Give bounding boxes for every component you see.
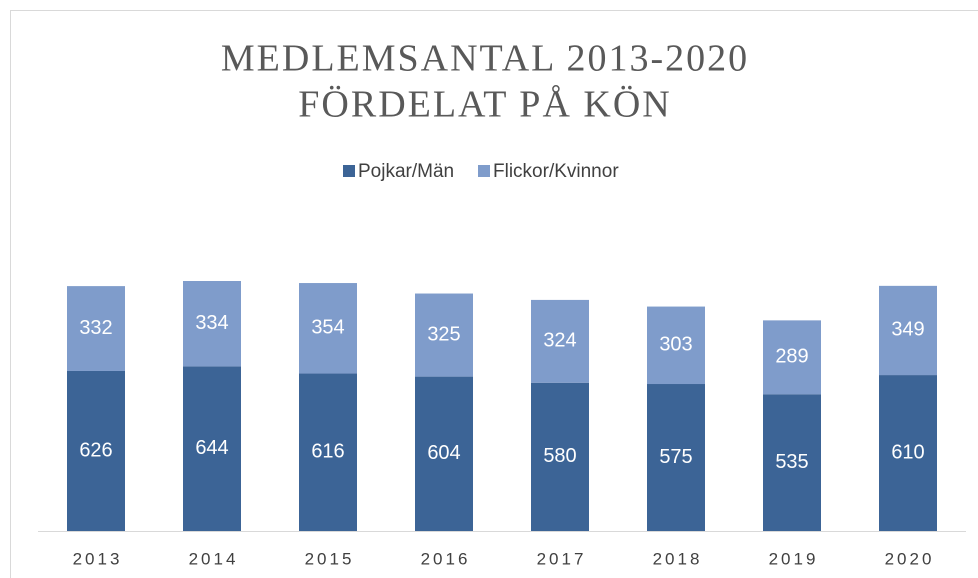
bar-segment (67, 370, 125, 531)
x-tick-label: 2018 (653, 549, 703, 568)
data-label: 626 (79, 439, 112, 461)
data-label: 535 (775, 451, 808, 473)
data-label: 349 (891, 319, 924, 341)
bar-segment (299, 373, 357, 531)
chart-title: MEDLEMSANTAL 2013-2020 (221, 38, 749, 80)
x-tick-label: 2016 (421, 549, 471, 568)
x-tick-label: 2020 (885, 549, 935, 568)
x-tick-label: 2019 (769, 549, 819, 568)
legend-swatch (343, 165, 355, 177)
bar-segment (763, 320, 821, 395)
data-label: 644 (195, 437, 228, 459)
bar-segment (183, 281, 241, 367)
legend-label: Pojkar/Män (358, 161, 454, 182)
chart-title: FÖRDELAT PÅ KÖN (298, 84, 671, 126)
bar-segment (415, 293, 473, 377)
data-label: 610 (891, 441, 924, 463)
bar-segment (531, 382, 589, 531)
bar-segment (67, 286, 125, 371)
bar-segment (647, 384, 705, 531)
data-label: 289 (775, 346, 808, 368)
data-label: 604 (427, 442, 460, 464)
x-tick-label: 2014 (189, 549, 239, 568)
data-label: 325 (427, 323, 460, 345)
bar-segment (531, 299, 589, 383)
data-label: 616 (311, 441, 344, 463)
bar-segment (879, 375, 937, 531)
bar-segment (647, 306, 705, 385)
bar-segment (183, 366, 241, 531)
data-label: 303 (659, 334, 692, 356)
legend-swatch (478, 165, 490, 177)
x-tick-label: 2017 (537, 549, 587, 568)
data-label: 332 (79, 317, 112, 339)
bar-segment (415, 376, 473, 531)
x-tick-label: 2013 (73, 549, 123, 568)
data-label: 334 (195, 312, 228, 334)
bar-segment (299, 283, 357, 374)
data-label: 324 (543, 330, 576, 352)
x-tick-label: 2015 (305, 549, 355, 568)
data-label: 354 (311, 317, 344, 339)
bar-segment (763, 394, 821, 531)
data-label: 575 (659, 446, 692, 468)
bar-segment (879, 285, 937, 376)
data-label: 580 (543, 445, 576, 467)
legend-label: Flickor/Kvinnor (493, 161, 619, 182)
